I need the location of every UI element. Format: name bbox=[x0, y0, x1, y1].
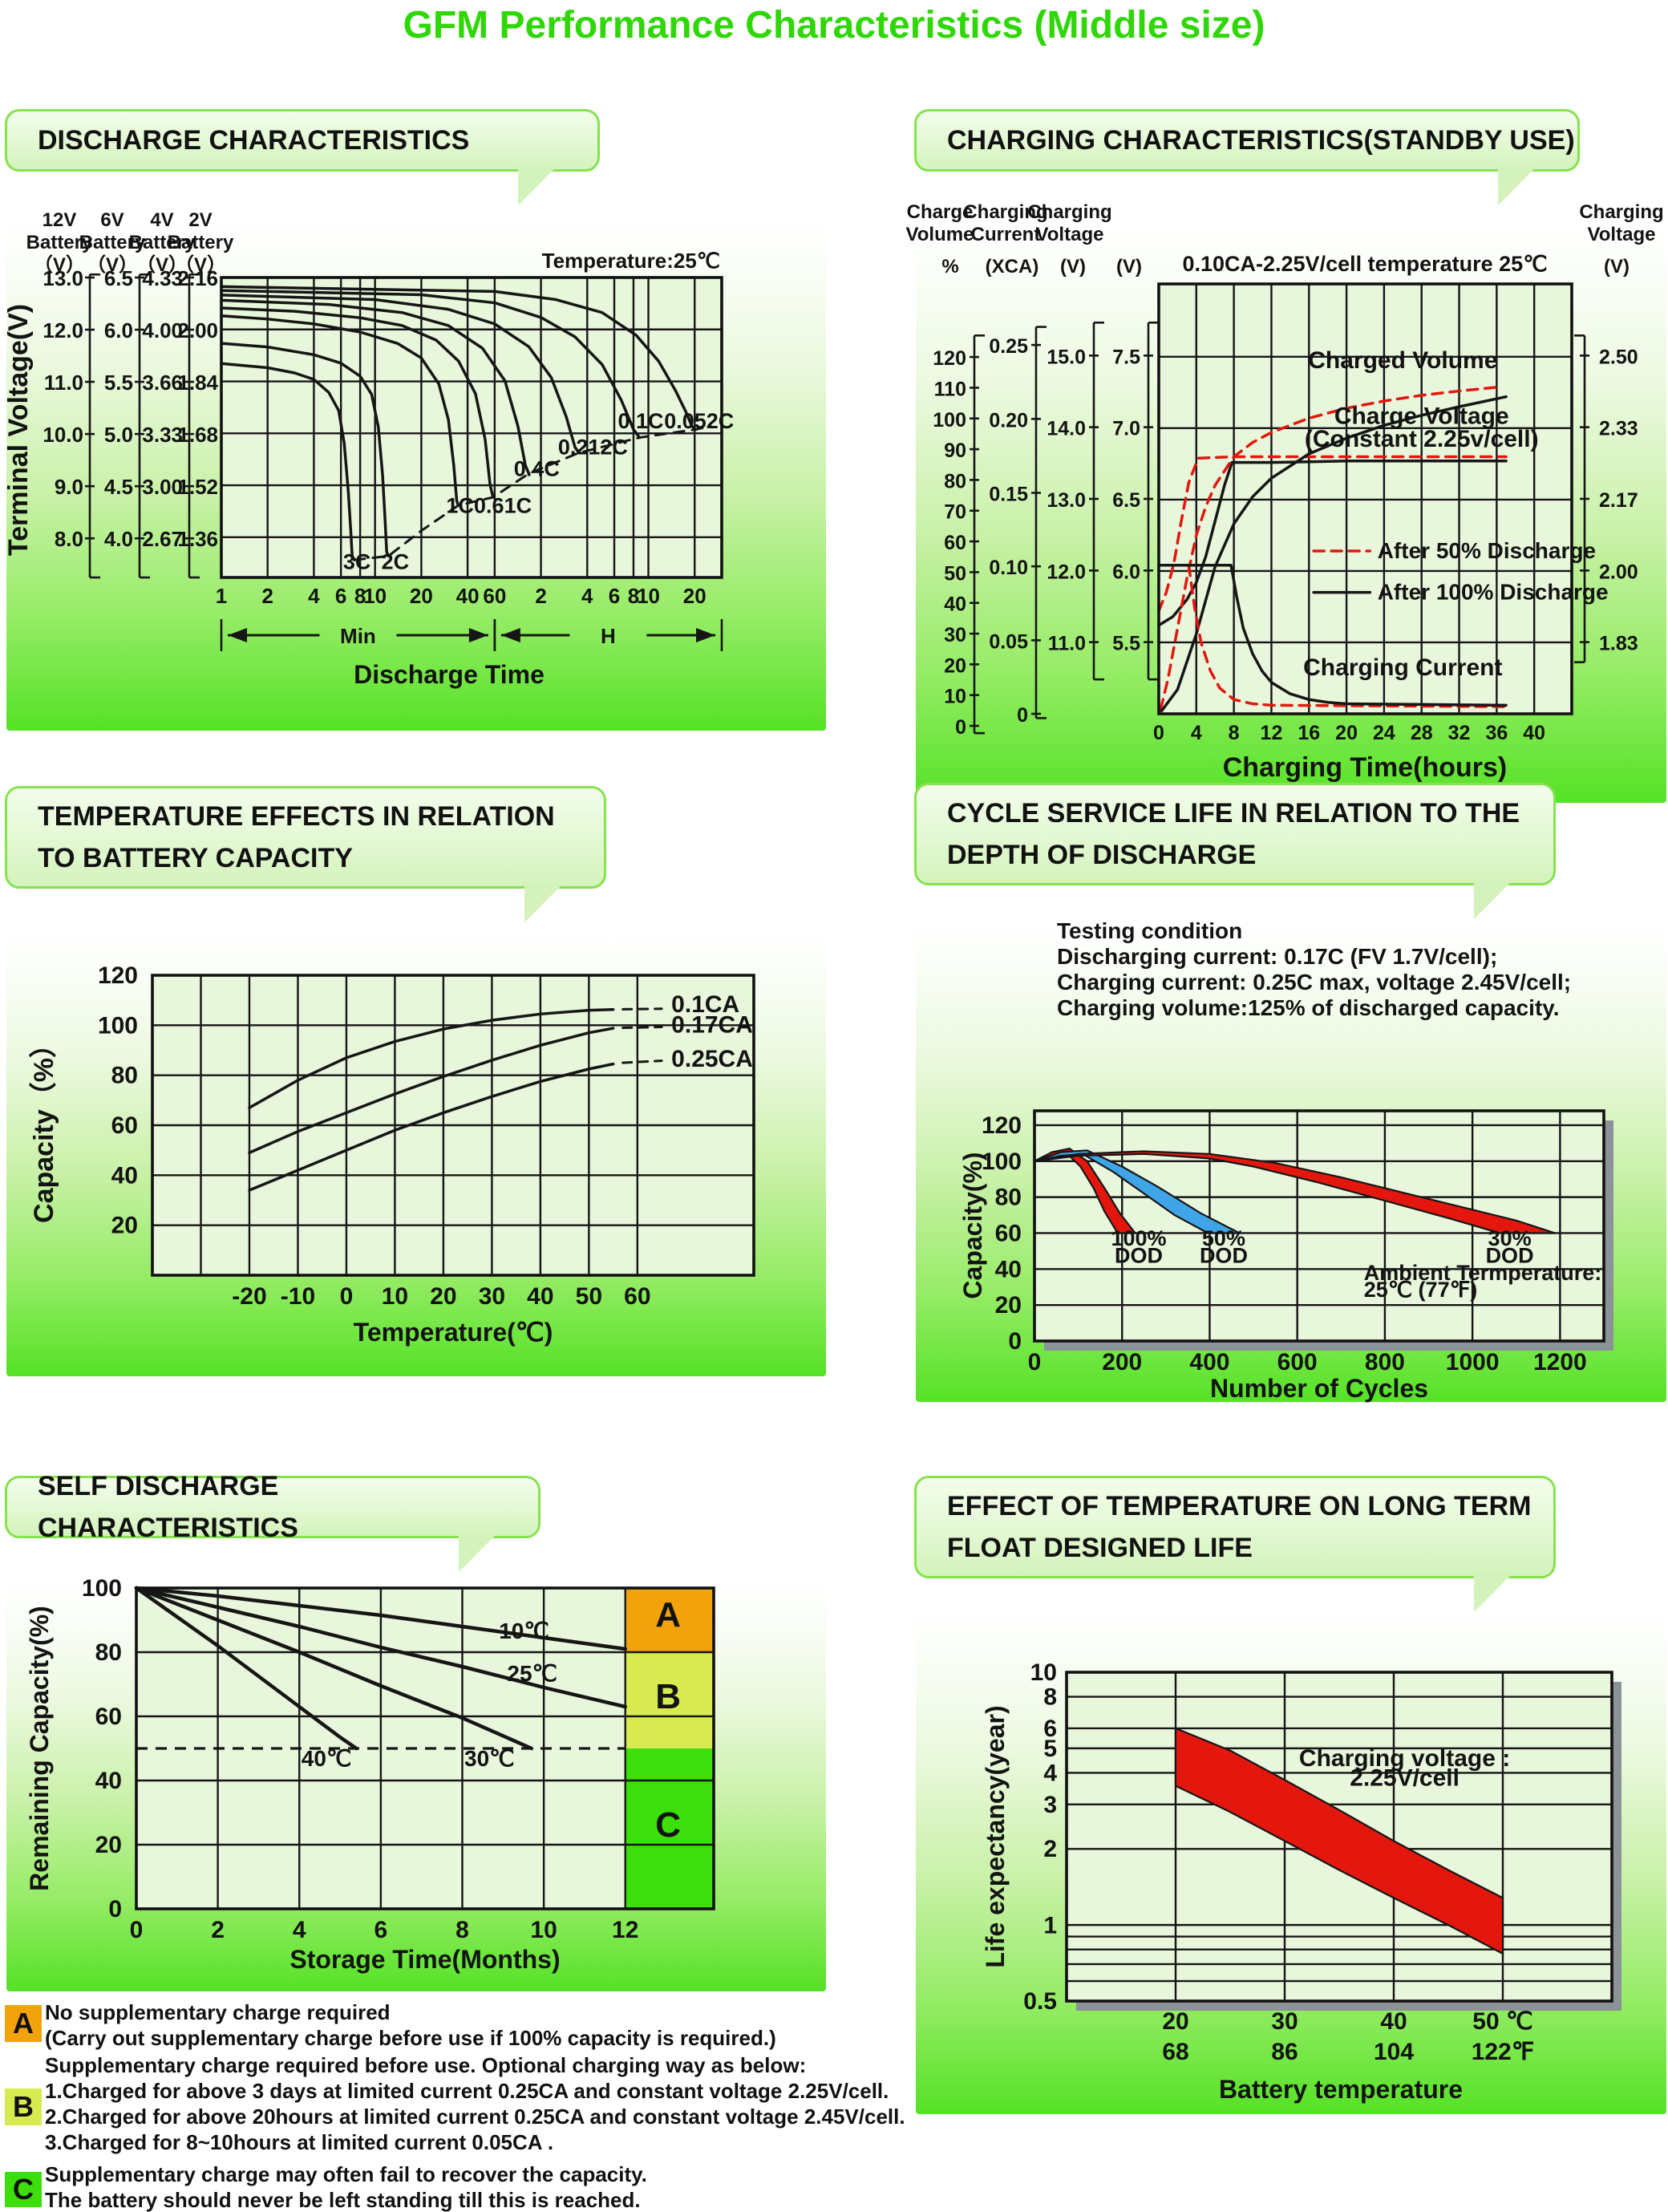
section-title-text: DEPTH OF DISCHARGE bbox=[947, 840, 1257, 870]
note-b-line: 3.Charged for 8~10hours at limited curre… bbox=[45, 2130, 554, 2154]
section-title-text: CHARGING CHARACTERISTICS(STANDBY USE) bbox=[947, 125, 1575, 156]
section-title-charging: CHARGING CHARACTERISTICS(STANDBY USE) bbox=[914, 109, 1580, 205]
section-title-text: DISCHARGE CHARACTERISTICS bbox=[38, 125, 470, 156]
section-title-discharge: DISCHARGE CHARACTERISTICS bbox=[5, 109, 600, 205]
section-title-text: FLOAT DESIGNED LIFE bbox=[947, 1533, 1253, 1563]
bubble-tail bbox=[1487, 167, 1536, 205]
note-c-line: The battery should never be left standin… bbox=[45, 2188, 641, 2212]
panel-discharge bbox=[6, 205, 826, 731]
note-b-badge: B bbox=[5, 2088, 42, 2125]
panel-temperature-effects bbox=[6, 921, 826, 1376]
note-a-letter: A bbox=[13, 2007, 34, 2040]
section-title-self-discharge: SELF DISCHARGE CHARACTERISTICS bbox=[5, 1471, 540, 1572]
note-b-line: 1.Charged for above 3 days at limited cu… bbox=[45, 2079, 889, 2103]
section-title-text: SELF DISCHARGE CHARACTERISTICS bbox=[38, 1471, 298, 1543]
bubble-tail bbox=[513, 884, 563, 922]
note-b-line: Supplementary charge required before use… bbox=[45, 2053, 807, 2077]
section-title-text: CYCLE SERVICE LIFE IN RELATION TO THE bbox=[947, 798, 1520, 828]
section-title-text: TO BATTERY CAPACITY bbox=[38, 843, 353, 873]
section-title-temperature-effects: TEMPERATURE EFFECTS IN RELATION TO BATTE… bbox=[5, 786, 606, 922]
section-title-float-life: EFFECT OF TEMPERATURE ON LONG TERM FLOAT… bbox=[914, 1476, 1556, 1612]
section-title-text: TEMPERATURE EFFECTS IN RELATION bbox=[38, 801, 555, 832]
note-c-badge: C bbox=[5, 2172, 42, 2207]
note-b-line: 2.Charged for above 20hours at limited c… bbox=[45, 2105, 905, 2129]
panel-self-discharge bbox=[6, 1570, 826, 1991]
note-a-line: (Carry out supplementary charge before u… bbox=[45, 2026, 776, 2050]
note-b-letter: B bbox=[13, 2090, 34, 2123]
note-a-line: No supplementary charge required bbox=[45, 2000, 391, 2024]
note-c-letter: C bbox=[13, 2173, 34, 2206]
section-title-text: EFFECT OF TEMPERATURE ON LONG TERM bbox=[947, 1491, 1532, 1521]
page-title: GFM Performance Characteristics (Middle … bbox=[403, 4, 1265, 47]
bubble-tail bbox=[507, 167, 557, 205]
note-a-badge: A bbox=[5, 2005, 42, 2042]
panel-charging bbox=[916, 205, 1666, 803]
panel-cycle-life bbox=[916, 906, 1666, 1402]
note-c-line: Supplementary charge may often fail to r… bbox=[45, 2162, 647, 2186]
section-title-cycle-life: CYCLE SERVICE LIFE IN RELATION TO THE DE… bbox=[914, 783, 1556, 919]
